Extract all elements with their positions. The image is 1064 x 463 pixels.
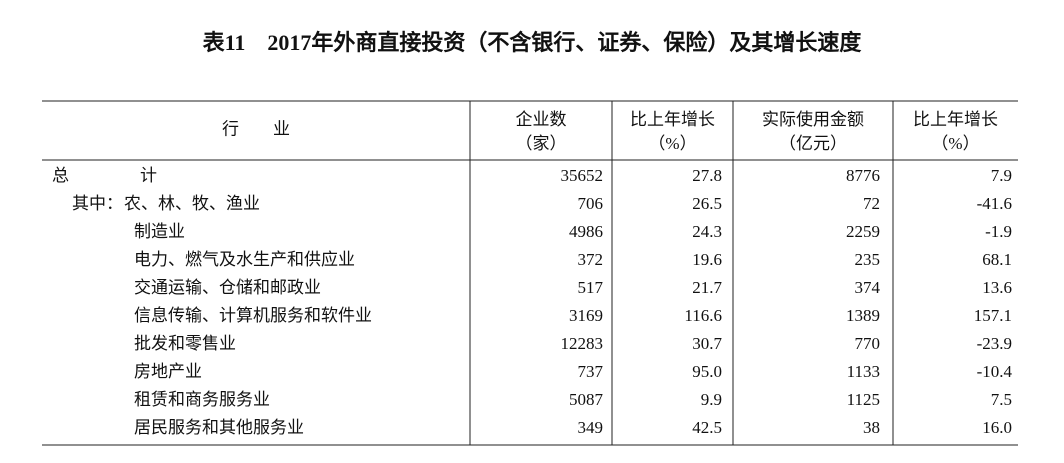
cell-value: 27.8	[692, 166, 722, 185]
cell-value: 42.5	[692, 418, 722, 437]
table-title: 表11 2017年外商直接投资（不含银行、证券、保险）及其增长速度	[203, 30, 863, 55]
cell-value: 12283	[561, 334, 604, 353]
cell-value: 770	[855, 334, 881, 353]
column-header: （%）	[648, 134, 696, 153]
cell-value: 235	[855, 250, 881, 269]
cell-value: 30.7	[692, 334, 722, 353]
cell-value: 706	[578, 194, 604, 213]
row-label: 租赁和商务服务业	[134, 390, 270, 409]
cell-value: 8776	[846, 166, 880, 185]
cell-value: 374	[855, 278, 881, 297]
row-label: 批发和零售业	[134, 334, 236, 353]
cell-value: 9.9	[701, 390, 722, 409]
column-header: 行 业	[222, 119, 290, 138]
row-label: 信息传输、计算机服务和软件业	[134, 306, 372, 325]
row-label: 农、林、牧、渔业	[124, 194, 260, 213]
cell-value: 1389	[846, 306, 880, 325]
cell-value: 68.1	[982, 250, 1012, 269]
cell-value: 5087	[569, 390, 604, 409]
row-label: 制造业	[134, 222, 185, 241]
cell-value: 19.6	[692, 250, 722, 269]
column-header: 企业数	[516, 110, 567, 129]
cell-value: 7.9	[991, 166, 1012, 185]
cell-value: 517	[578, 278, 604, 297]
cell-value: 21.7	[692, 278, 722, 297]
cell-value: 16.0	[982, 418, 1012, 437]
cell-value: 13.6	[982, 278, 1012, 297]
row-label: 交通运输、仓储和邮政业	[134, 278, 321, 297]
column-header: （亿元）	[779, 134, 847, 153]
cell-value: 35652	[561, 166, 604, 185]
cell-value: -1.9	[985, 222, 1012, 241]
cell-value: 7.5	[991, 390, 1012, 409]
column-header: 比上年增长	[913, 110, 998, 129]
row-prefix: 其中：	[72, 194, 123, 213]
cell-value: 38	[863, 418, 880, 437]
column-header: 比上年增长	[630, 110, 715, 129]
cell-value: -10.4	[977, 362, 1013, 381]
cell-value: -41.6	[977, 194, 1012, 213]
cell-value: 2259	[846, 222, 880, 241]
cell-value: 24.3	[692, 222, 722, 241]
cell-value: 116.6	[684, 306, 722, 325]
cell-value: 72	[863, 194, 880, 213]
cell-value: 349	[578, 418, 604, 437]
row-label: 电力、燃气及水生产和供应业	[134, 250, 355, 269]
cell-value: 1133	[847, 362, 880, 381]
cell-value: 372	[578, 250, 604, 269]
column-header: （%）	[931, 134, 979, 153]
row-label: 总 计	[52, 166, 162, 185]
cell-value: 1125	[847, 390, 880, 409]
cell-value: 3169	[569, 306, 603, 325]
row-label: 房地产业	[134, 362, 202, 381]
cell-value: 26.5	[692, 194, 722, 213]
cell-value: 157.1	[974, 306, 1012, 325]
cell-value: 95.0	[692, 362, 722, 381]
cell-value: 737	[578, 362, 604, 381]
row-label: 居民服务和其他服务业	[134, 418, 304, 437]
cell-value: -23.9	[977, 334, 1012, 353]
column-header: 实际使用金额	[762, 109, 864, 129]
column-header: （家）	[516, 134, 567, 153]
cell-value: 4986	[569, 222, 603, 241]
